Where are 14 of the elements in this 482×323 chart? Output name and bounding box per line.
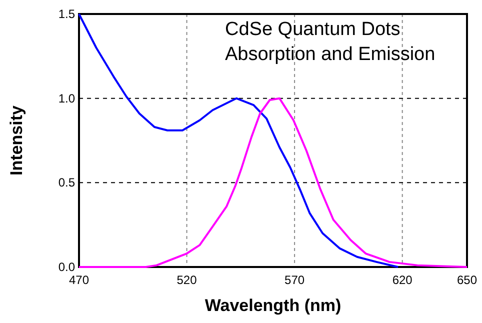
y-tick-label: 1.0: [58, 91, 76, 106]
y-tick-label: 1.5: [58, 7, 76, 21]
y-tick-label: 0.0: [58, 260, 76, 274]
text: Absorption and Emission: [225, 44, 436, 65]
y-tick-label: 0.5: [58, 176, 76, 190]
y-axis-title: Intensity: [7, 105, 26, 176]
x-tick-label: 470: [68, 273, 90, 287]
x-tick-label: 620: [392, 273, 413, 287]
line-series: [78, 97, 468, 268]
chart-title: CdSe Quantum Dots: [225, 19, 400, 40]
x-tick-label: 520: [176, 273, 198, 287]
x-tick-label: 650: [456, 273, 478, 287]
x-axis-title: Wavelength (nm): [204, 296, 342, 315]
x-tick-label: 570: [284, 273, 305, 287]
